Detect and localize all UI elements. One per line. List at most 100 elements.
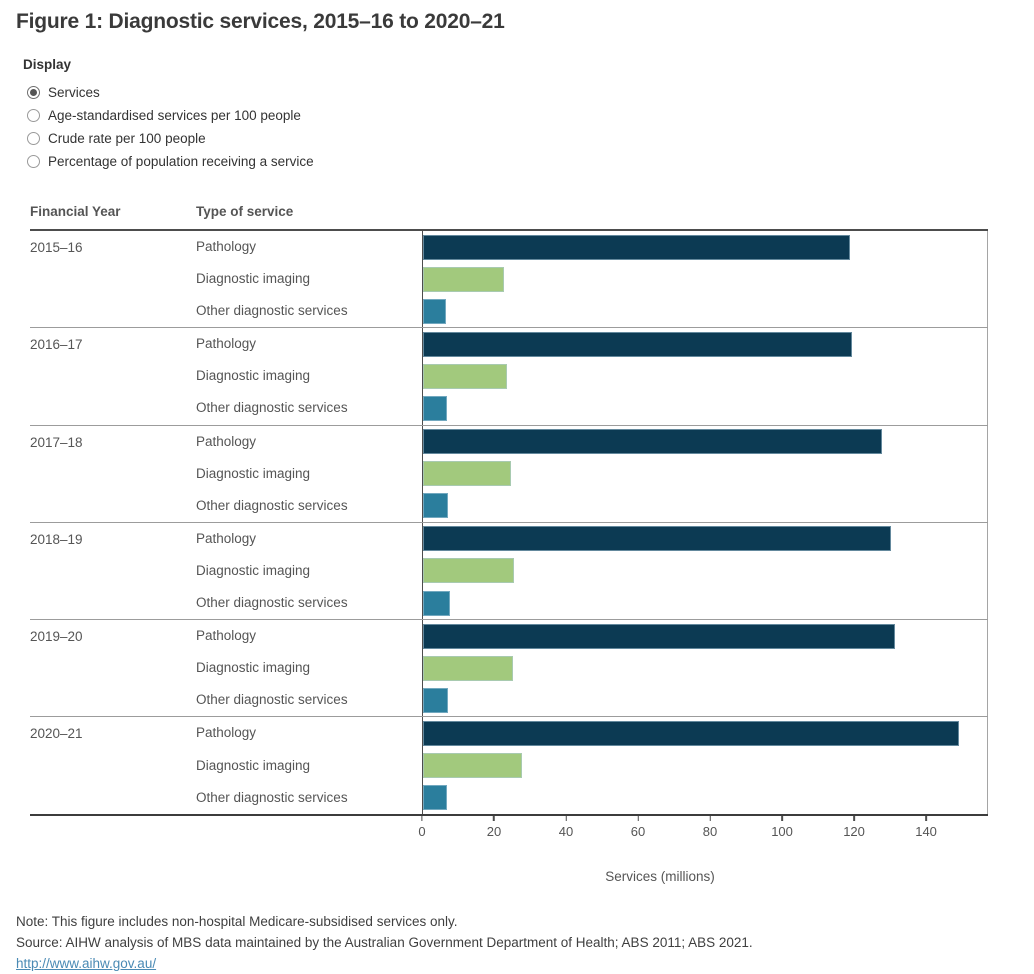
display-radio-option-2[interactable]: Crude rate per 100 people bbox=[23, 127, 1034, 150]
plot-cell bbox=[422, 231, 988, 328]
bar-row bbox=[423, 392, 987, 424]
plot-cell bbox=[422, 620, 988, 717]
tick-mark bbox=[493, 815, 495, 821]
bar-diagnostic-imaging[interactable] bbox=[423, 266, 504, 292]
financial-year-label: 2016–17 bbox=[30, 337, 83, 353]
bar-row bbox=[423, 490, 987, 522]
bar-row bbox=[423, 360, 987, 392]
plot-header-spacer bbox=[422, 204, 988, 229]
radio-selected-icon[interactable] bbox=[27, 86, 40, 99]
bar-row bbox=[423, 750, 987, 782]
bar-diagnostic-imaging[interactable] bbox=[423, 753, 522, 779]
service-type-label: Diagnostic imaging bbox=[196, 368, 311, 384]
bar-other-diagnostic-services[interactable] bbox=[423, 396, 448, 422]
bar-pathology[interactable] bbox=[423, 623, 895, 649]
display-radio-option-0[interactable]: Services bbox=[23, 81, 1034, 104]
radio-option-label: Percentage of population receiving a ser… bbox=[48, 154, 314, 169]
figure-title: Figure 1: Diagnostic services, 2015–16 t… bbox=[16, 10, 505, 33]
x-axis-tick: 40 bbox=[559, 815, 573, 839]
table-header-row: Financial Year Type of service bbox=[30, 204, 988, 231]
bar-pathology[interactable] bbox=[423, 331, 852, 357]
bar-row bbox=[423, 426, 987, 458]
plot-cell bbox=[422, 717, 988, 814]
service-type-label: Other diagnostic services bbox=[196, 595, 348, 611]
radio-option-label: Crude rate per 100 people bbox=[48, 131, 206, 146]
bar-row bbox=[423, 782, 987, 814]
bar-pathology[interactable] bbox=[423, 234, 850, 260]
tick-mark bbox=[853, 815, 855, 821]
plot-cell bbox=[422, 425, 988, 522]
service-type-labels: Pathology Diagnostic imaging Other diagnos… bbox=[196, 717, 422, 813]
x-axis-tick: 80 bbox=[702, 815, 718, 839]
bar-other-diagnostic-services[interactable] bbox=[423, 493, 449, 519]
year-group-row: 2017–18 Pathology Diagnostic imaging Other … bbox=[30, 425, 988, 523]
radio-unselected-icon[interactable] bbox=[27, 132, 40, 145]
bar-row bbox=[423, 652, 987, 684]
display-radio-option-1[interactable]: Age-standardised services per 100 people bbox=[23, 104, 1034, 127]
display-radio-option-3[interactable]: Percentage of population receiving a ser… bbox=[23, 150, 1034, 173]
service-type-labels: Pathology Diagnostic imaging Other diagnos… bbox=[196, 328, 422, 424]
tick-mark bbox=[421, 815, 423, 821]
financial-year-label: 2019–20 bbox=[30, 629, 83, 645]
note-line: Note: This figure includes non-hospital … bbox=[16, 913, 458, 929]
service-type-label: Diagnostic imaging bbox=[196, 562, 311, 578]
bar-diagnostic-imaging[interactable] bbox=[423, 363, 508, 389]
x-axis-tick: 140 bbox=[915, 815, 937, 839]
service-type-label: Other diagnostic services bbox=[196, 303, 348, 319]
service-type-label: Pathology bbox=[196, 530, 257, 546]
aihw-link[interactable]: http://www.aihw.gov.au/ bbox=[16, 956, 157, 972]
year-groups: 2015–16 Pathology Diagnostic imaging Other … bbox=[30, 231, 988, 816]
radio-unselected-icon[interactable] bbox=[27, 155, 40, 168]
bar-diagnostic-imaging[interactable] bbox=[423, 655, 513, 681]
radio-option-label: Services bbox=[48, 85, 100, 100]
display-options-panel: Display Services Age-standardised service… bbox=[23, 57, 1034, 173]
bar-pathology[interactable] bbox=[423, 720, 960, 746]
x-axis-tick: 0 bbox=[418, 815, 426, 839]
bar-other-diagnostic-services[interactable] bbox=[423, 590, 450, 616]
service-type-labels: Pathology Diagnostic imaging Other diagnos… bbox=[196, 620, 422, 716]
tick-mark bbox=[637, 815, 639, 821]
display-label: Display bbox=[23, 57, 72, 72]
x-axis-tick: 60 bbox=[631, 815, 645, 839]
tick-label: 0 bbox=[418, 823, 426, 839]
year-group-row: 2020–21 Pathology Diagnostic imaging Other … bbox=[30, 717, 988, 816]
radio-option-label: Age-standardised services per 100 people bbox=[48, 108, 301, 123]
tick-label: 20 bbox=[486, 823, 502, 839]
bar-other-diagnostic-services[interactable] bbox=[423, 298, 446, 324]
bar-row bbox=[423, 523, 987, 555]
service-type-labels: Pathology Diagnostic imaging Other diagnos… bbox=[196, 523, 422, 619]
tick-label: 80 bbox=[702, 823, 718, 839]
bar-row bbox=[423, 328, 987, 360]
service-type-label: Diagnostic imaging bbox=[196, 271, 311, 287]
service-type-label: Other diagnostic services bbox=[196, 692, 348, 708]
bar-other-diagnostic-services[interactable] bbox=[423, 785, 447, 811]
tick-label: 120 bbox=[843, 823, 865, 839]
radio-unselected-icon[interactable] bbox=[27, 109, 40, 122]
service-type-labels: Pathology Diagnostic imaging Other diagnos… bbox=[196, 231, 422, 327]
bar-pathology[interactable] bbox=[423, 526, 892, 552]
bar-diagnostic-imaging[interactable] bbox=[423, 461, 511, 487]
type-of-service-header: Type of service bbox=[196, 204, 294, 219]
x-axis-title: Services (millions) bbox=[605, 868, 715, 884]
bar-pathology[interactable] bbox=[423, 429, 883, 455]
bar-other-diagnostic-services[interactable] bbox=[423, 687, 449, 713]
x-axis-tick: 120 bbox=[843, 815, 865, 839]
tick-mark bbox=[709, 815, 711, 821]
source-line: Source: AIHW analysis of MBS data mainta… bbox=[16, 934, 753, 950]
bar-row bbox=[423, 555, 987, 587]
year-group-row: 2016–17 Pathology Diagnostic imaging Other … bbox=[30, 328, 988, 426]
tick-mark bbox=[565, 815, 567, 821]
tick-mark bbox=[925, 815, 927, 821]
service-type-label: Diagnostic imaging bbox=[196, 465, 311, 481]
footnotes: Note: This figure includes non-hospital … bbox=[16, 911, 1034, 974]
year-group-row: 2019–20 Pathology Diagnostic imaging Other … bbox=[30, 620, 988, 718]
bar-row bbox=[423, 295, 987, 327]
service-type-label: Pathology bbox=[196, 628, 257, 644]
bar-diagnostic-imaging[interactable] bbox=[423, 558, 515, 584]
tick-mark bbox=[781, 815, 783, 821]
service-type-label: Pathology bbox=[196, 725, 257, 741]
tick-label: 100 bbox=[771, 823, 793, 839]
plot-cell bbox=[422, 522, 988, 620]
bar-row bbox=[423, 231, 987, 263]
financial-year-header: Financial Year bbox=[30, 204, 121, 219]
